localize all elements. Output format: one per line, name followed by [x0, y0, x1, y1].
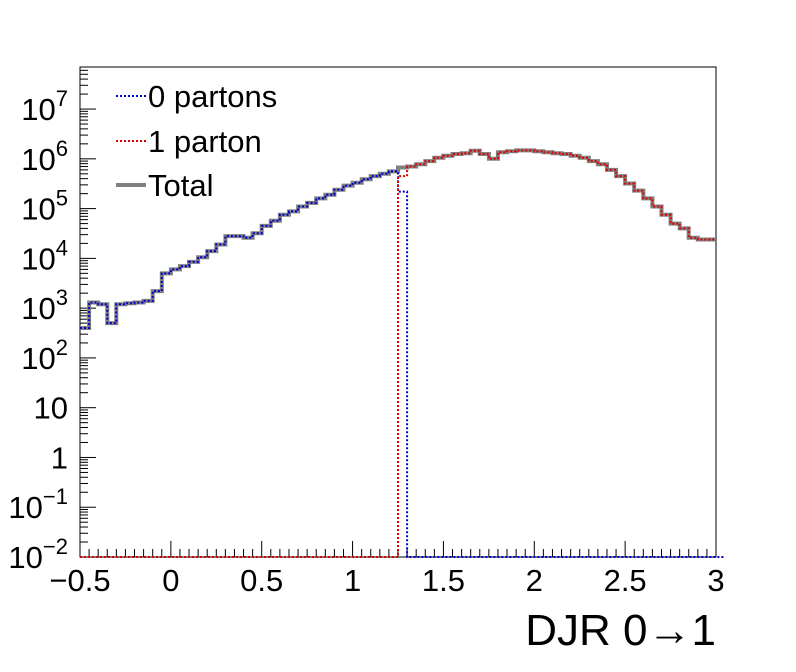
y-tick-label-5: 103 — [21, 285, 68, 326]
y-tick-base-9: 10 — [21, 92, 55, 127]
x-tick-label-4: 1.5 — [422, 563, 465, 598]
y-tick-base-1: 10 — [8, 490, 42, 525]
axis-ticks — [79, 66, 717, 558]
series-line-0-partons — [80, 170, 726, 558]
y-tick-base-7: 10 — [21, 192, 55, 227]
x-tick-label-7: 3 — [707, 563, 724, 598]
y-tick-exp-4: 2 — [56, 335, 68, 360]
series-layer — [80, 148, 726, 558]
y-tick-label-2: 1 — [51, 440, 68, 475]
y-tick-label-6: 104 — [21, 235, 68, 276]
y-tick-label-1: 10−1 — [8, 484, 68, 525]
y-tick-label-4: 102 — [21, 335, 68, 376]
y-tick-base-4: 10 — [21, 341, 55, 376]
y-tick-exp-8: 6 — [56, 136, 68, 161]
legend-label-2: Total — [148, 168, 213, 203]
x-tick-label-1: 0 — [162, 563, 179, 598]
y-tick-exp-1: −1 — [43, 484, 68, 509]
x-axis-title: DJR 0→1 — [525, 606, 716, 655]
y-tick-exp-0: −2 — [43, 534, 68, 559]
y-tick-label-7: 105 — [21, 186, 68, 227]
x-tick-label-6: 2.5 — [604, 563, 647, 598]
series-line-1-parton — [80, 149, 716, 558]
x-tick-labels: −0.5 0 0.5 1 1.5 2 2.5 3 — [49, 563, 724, 598]
y-tick-label-0: 10−2 — [8, 534, 68, 575]
y-tick-label-8: 106 — [21, 136, 68, 177]
x-tick-label-3: 1 — [344, 563, 361, 598]
y-tick-base-6: 10 — [21, 241, 55, 276]
y-tick-exp-5: 3 — [56, 285, 68, 310]
y-tick-exp-6: 4 — [56, 235, 68, 260]
y-tick-label-3: 10 — [34, 391, 68, 426]
y-tick-base-3: 10 — [34, 391, 68, 426]
y-tick-label-9: 107 — [21, 86, 68, 127]
y-tick-exp-7: 5 — [56, 186, 68, 211]
y-tick-base-0: 10 — [8, 540, 42, 575]
x-tick-label-0: −0.5 — [49, 563, 110, 598]
y-tick-base-2: 1 — [51, 440, 68, 475]
y-tick-exp-9: 7 — [56, 86, 68, 111]
x-tick-label-5: 2 — [526, 563, 543, 598]
legend: 0 partons 1 parton Total — [116, 79, 277, 203]
legend-label-1: 1 parton — [148, 124, 262, 159]
y-tick-base-8: 10 — [21, 142, 55, 177]
legend-label-0: 0 partons — [148, 79, 277, 114]
x-tick-label-2: 0.5 — [240, 563, 283, 598]
y-tick-base-5: 10 — [21, 291, 55, 326]
